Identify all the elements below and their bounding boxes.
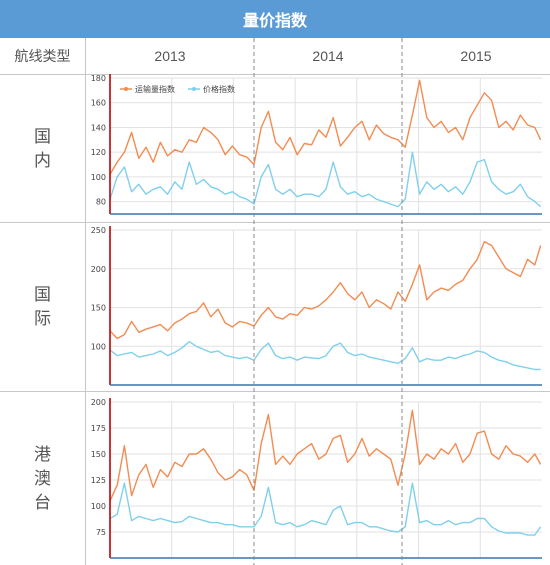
- y-tick-label: 180: [91, 74, 106, 83]
- y-tick-label: 75: [96, 528, 106, 537]
- legend-marker-volume: [124, 87, 128, 91]
- row-divider: [0, 391, 550, 392]
- route-type-header: 航线类型: [0, 38, 86, 74]
- year-header-2015: 2015: [460, 48, 492, 64]
- legend-marker-price: [192, 87, 196, 91]
- row-label-char: 台: [34, 492, 51, 513]
- y-tick-label: 125: [91, 476, 106, 485]
- series-line-volume: [109, 409, 542, 502]
- y-tick-label: 175: [91, 424, 106, 433]
- y-tick-label: 150: [91, 304, 106, 313]
- row-label-char: 内: [34, 150, 51, 171]
- row-label-char: 国: [34, 285, 51, 305]
- y-tick-label: 200: [91, 265, 106, 274]
- y-tick-label: 160: [91, 99, 106, 108]
- page-title: 量价指数: [0, 0, 550, 38]
- y-tick-label: 80: [96, 198, 106, 207]
- series-line-price: [109, 340, 541, 371]
- series-line-volume: [109, 240, 542, 340]
- series-line-price: [109, 482, 542, 536]
- series-line-price: [109, 151, 542, 208]
- year-header-2013: 2013: [154, 48, 186, 64]
- row-label-char: 国: [34, 126, 51, 147]
- year-header-2014: 2014: [312, 48, 344, 64]
- legend-label-price: 价格指数: [203, 84, 235, 94]
- y-tick-label: 120: [91, 148, 106, 157]
- row-divider: [0, 222, 550, 223]
- row-label-char: 际: [34, 309, 51, 329]
- series-line-volume: [109, 79, 542, 175]
- y-tick-label: 100: [91, 502, 106, 511]
- y-tick-label: 100: [91, 342, 106, 351]
- y-tick-label: 140: [91, 123, 106, 132]
- legend-label-volume: 运输量指数: [135, 84, 175, 94]
- header-row: 航线类型 2013 2014 2015: [0, 38, 550, 75]
- y-tick-label: 150: [91, 450, 106, 459]
- row-label-international: 国 际: [0, 223, 86, 391]
- row-label-char: 澳: [34, 468, 51, 489]
- row-label-domestic: 国 内: [0, 75, 86, 222]
- row-label-char: 港: [34, 444, 51, 465]
- y-tick-label: 250: [91, 226, 106, 235]
- y-tick-label: 200: [91, 398, 106, 407]
- y-tick-label: 100: [91, 173, 106, 182]
- row-label-hk-macao-taiwan: 港 澳 台: [0, 392, 86, 565]
